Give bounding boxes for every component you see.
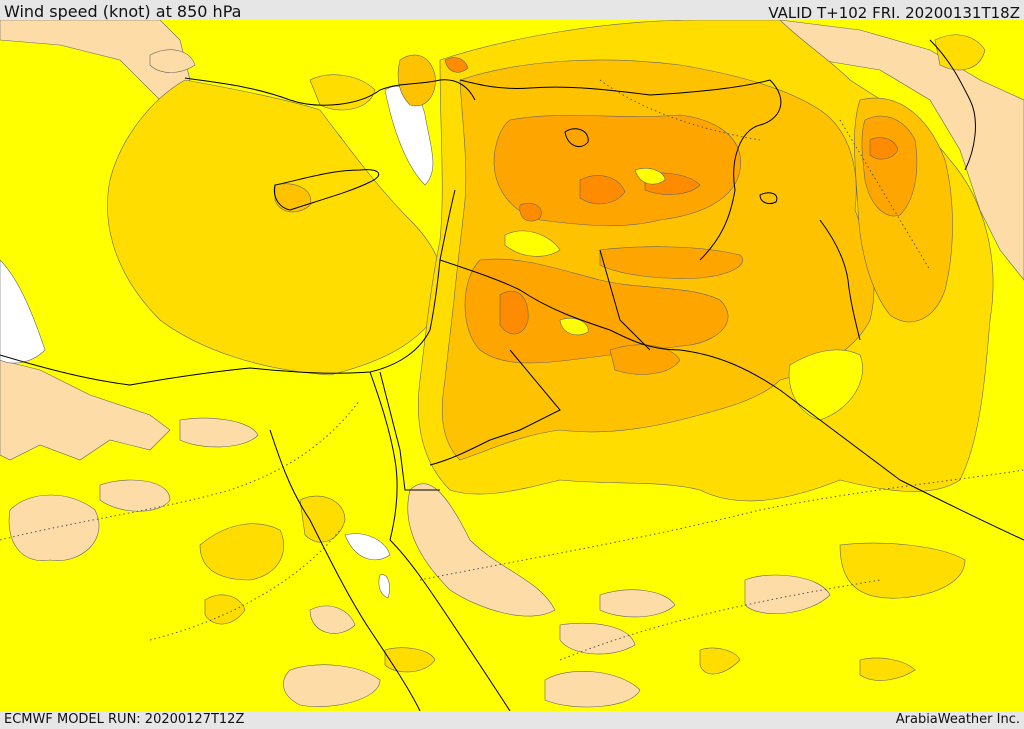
dotted-isolines (0, 79, 1024, 661)
provider-credit: ArabiaWeather Inc. (895, 712, 1020, 727)
header-bar: Wind speed (knot) at 850 hPa VALID T+102… (0, 0, 1024, 22)
map-title: Wind speed (knot) at 850 hPa (4, 2, 242, 21)
low-wind-holes (504, 168, 863, 421)
wind-speed-map (0, 20, 1024, 711)
dark-orange-cores (444, 57, 899, 335)
valid-time: VALID T+102 FRI. 20200131T18Z (768, 4, 1020, 22)
country-boundaries (0, 39, 1024, 711)
orange-field (464, 114, 918, 375)
tan-patches (0, 20, 1024, 708)
footer-bar: ECMWF MODEL RUN: 20200127T12Z ArabiaWeat… (0, 711, 1024, 729)
model-run: ECMWF MODEL RUN: 20200127T12Z (4, 712, 245, 727)
